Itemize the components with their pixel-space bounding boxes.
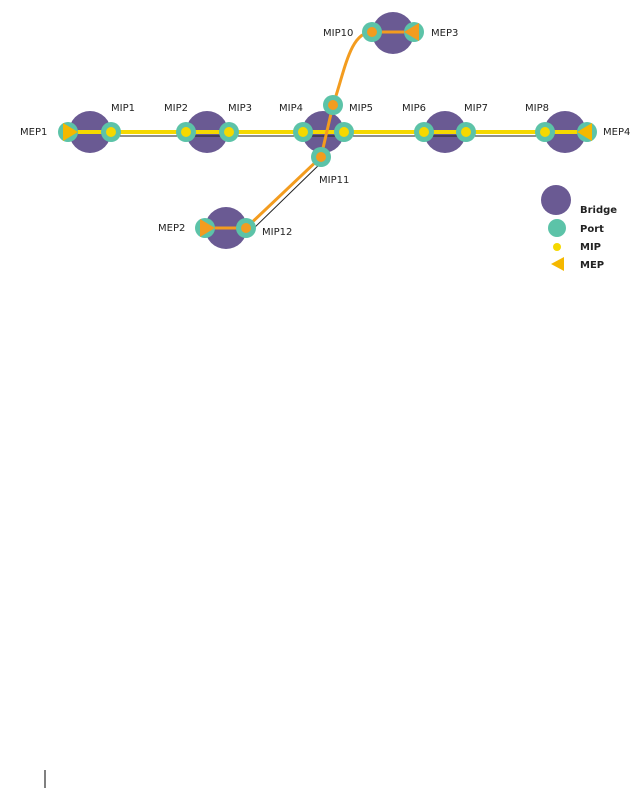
mip-label: MIP5 [349, 103, 373, 114]
legend-label: Bridge [580, 205, 617, 216]
mip-label: MIP4 [279, 103, 303, 114]
legend-label: MIP [580, 242, 601, 253]
mip-label: MIP12 [262, 227, 292, 238]
mep-triangles [63, 23, 592, 237]
legend: Bridge Port MIP MEP [541, 185, 617, 271]
mip-label: MIP8 [525, 103, 549, 114]
legend-label: MEP [580, 260, 604, 271]
mep-label: MEP1 [20, 127, 47, 138]
mep-label: MEP4 [603, 127, 630, 138]
mip-label: MIP2 [164, 103, 188, 114]
labels: MEP1 MEP2 MEP3 MEP4 MIP1 MIP2 MIP3 MIP4 … [20, 28, 630, 238]
mip-label: MIP6 [402, 103, 426, 114]
mip-dots [106, 27, 550, 233]
mip-label: MIP11 [319, 175, 349, 186]
links [68, 30, 587, 233]
mip-label: MIP10 [323, 28, 353, 39]
mip-label: MIP3 [228, 103, 252, 114]
legend-label: Port [580, 224, 604, 235]
mip-label: MIP7 [464, 103, 488, 114]
mep-label: MEP3 [431, 28, 458, 39]
mip-label: MIP1 [111, 103, 135, 114]
mep-label: MEP2 [158, 223, 185, 234]
